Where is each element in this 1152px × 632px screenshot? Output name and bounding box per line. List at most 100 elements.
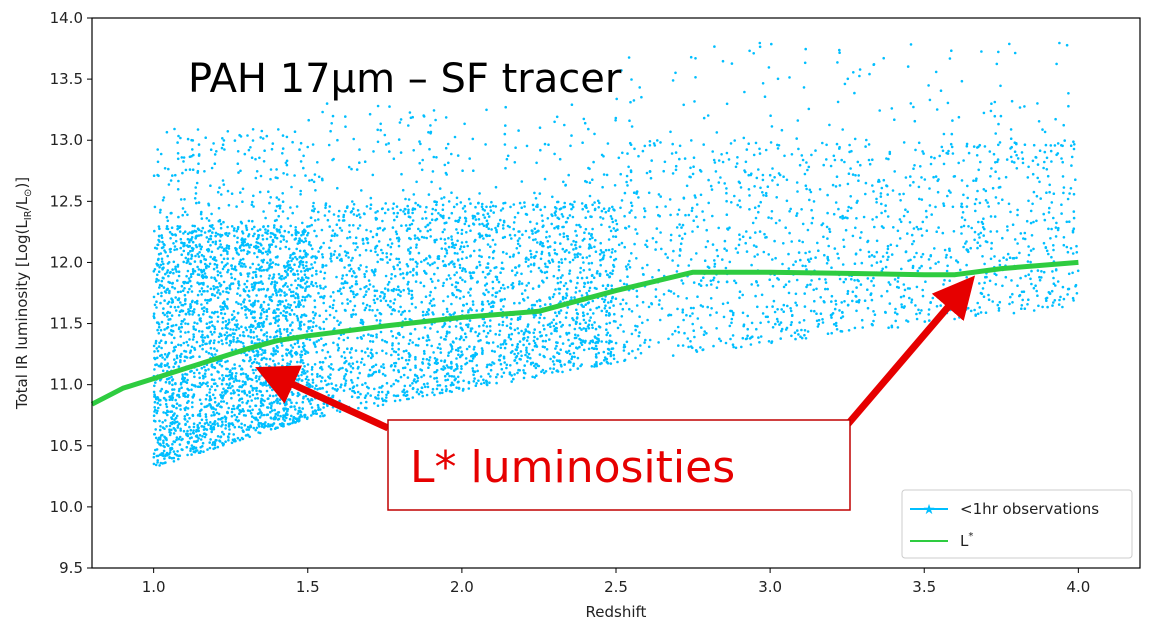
scatter-point [293, 238, 297, 241]
scatter-point [575, 308, 578, 312]
scatter-point [558, 335, 562, 338]
scatter-point [393, 364, 397, 368]
scatter-point [254, 157, 257, 161]
scatter-point [501, 283, 505, 287]
scatter-point [167, 365, 171, 369]
scatter-point [162, 441, 165, 445]
scatter-point [343, 361, 346, 365]
scatter-point [270, 243, 274, 246]
scatter-point [407, 124, 410, 127]
scatter-point [598, 201, 601, 205]
scatter-point [443, 366, 447, 370]
scatter-point [160, 257, 164, 261]
scatter-point [473, 345, 476, 349]
scatter-point [433, 377, 436, 380]
scatter-point [292, 290, 295, 294]
scatter-point [171, 282, 174, 285]
scatter-point [202, 269, 206, 273]
scatter-point [157, 225, 161, 228]
scatter-point [152, 344, 156, 348]
scatter-point [214, 353, 217, 356]
scatter-point [244, 382, 247, 386]
scatter-point [359, 336, 363, 339]
scatter-point [570, 355, 574, 359]
scatter-point [518, 237, 521, 240]
scatter-point [251, 262, 255, 266]
scatter-point [424, 295, 428, 299]
scatter-point [173, 336, 176, 340]
scatter-point [174, 296, 177, 299]
scatter-point [397, 257, 401, 261]
scatter-point [290, 283, 293, 287]
scatter-point [169, 250, 172, 254]
scatter-point [275, 315, 278, 318]
scatter-point [181, 289, 185, 293]
scatter-point [401, 390, 404, 393]
scatter-point [190, 290, 194, 293]
scatter-point [605, 322, 608, 326]
scatter-point [580, 276, 584, 280]
scatter-point [361, 383, 364, 387]
scatter-point [249, 365, 253, 368]
scatter-point [351, 290, 355, 294]
scatter-point [462, 338, 466, 342]
scatter-point [516, 327, 519, 330]
scatter-point [457, 349, 460, 353]
scatter-point [175, 406, 178, 410]
scatter-point [506, 224, 510, 228]
scatter-point [179, 246, 182, 250]
scatter-point [403, 391, 407, 394]
scatter-point [247, 219, 251, 223]
scatter-point [608, 207, 611, 210]
scatter-point [200, 303, 203, 306]
scatter-point [262, 160, 266, 163]
scatter-point [186, 290, 190, 294]
scatter-point [607, 209, 610, 212]
scatter-point [392, 302, 396, 305]
scatter-point [158, 286, 161, 289]
scatter-point [184, 302, 187, 306]
scatter-point [539, 148, 542, 152]
scatter-point [306, 231, 310, 235]
scatter-point [222, 400, 226, 403]
scatter-point [471, 303, 475, 306]
scatter-point [301, 400, 305, 404]
scatter-point [227, 436, 230, 439]
scatter-point [271, 293, 275, 296]
scatter-point [449, 313, 453, 317]
scatter-point [543, 345, 546, 349]
scatter-point [203, 365, 206, 369]
scatter-point [568, 323, 571, 327]
scatter-point [176, 424, 180, 427]
scatter-point [227, 247, 231, 250]
scatter-point [276, 411, 280, 414]
scatter-point [488, 255, 491, 259]
scatter-point [416, 388, 420, 391]
scatter-point [265, 335, 269, 338]
scatter-point [214, 408, 218, 411]
scatter-point [277, 324, 280, 328]
scatter-point [203, 306, 206, 309]
scatter-point [558, 292, 561, 295]
scatter-point [167, 261, 171, 264]
scatter-point [518, 280, 521, 283]
scatter-point [489, 329, 492, 333]
scatter-point [200, 270, 204, 274]
scatter-point [177, 389, 181, 393]
scatter-point [319, 408, 322, 411]
scatter-point [277, 308, 280, 311]
scatter-point [495, 375, 498, 379]
scatter-point [386, 283, 390, 286]
scatter-point [273, 224, 276, 227]
scatter-point [590, 215, 593, 219]
scatter-point [153, 268, 157, 271]
scatter-point [313, 261, 317, 264]
scatter-point [227, 384, 231, 387]
scatter-point [209, 255, 212, 259]
scatter-point [433, 272, 436, 276]
scatter-point [255, 241, 258, 244]
scatter-point [325, 383, 329, 387]
scatter-point [589, 281, 593, 284]
scatter-point [161, 453, 164, 457]
scatter-point [481, 207, 485, 211]
